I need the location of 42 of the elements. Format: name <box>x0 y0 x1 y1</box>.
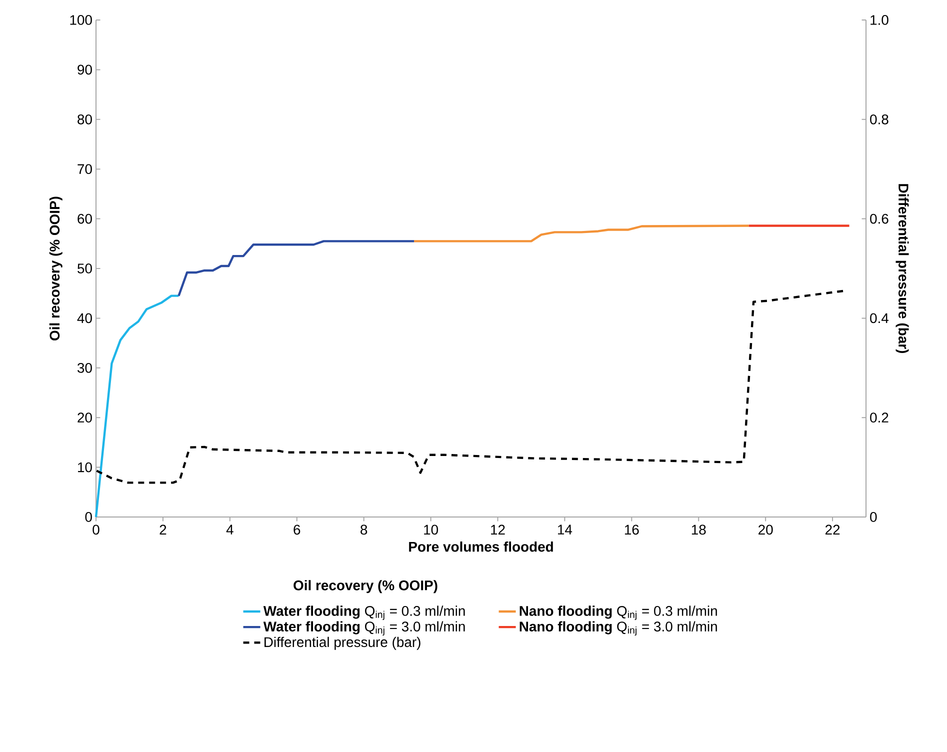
y-tick-label: 60 <box>78 214 92 224</box>
x-tick-label: 18 <box>692 524 706 535</box>
x-tick-label: 14 <box>558 524 572 534</box>
y2-axis-title: Differential pressure (bar) <box>896 184 909 354</box>
y-tick-label: 70 <box>78 164 92 174</box>
y-tick-label: 90 <box>78 64 92 75</box>
y2-tick-label: 0.6 <box>870 214 888 224</box>
x-tick-label: 10 <box>424 524 438 535</box>
x-tick-label: 16 <box>624 524 639 535</box>
x-tick-label: 2 <box>160 524 166 535</box>
legend-title: Oil recovery (% OOIP) <box>294 580 438 594</box>
legend-label: Nano flooding Q$_{inj}$ = 3.0 ml/min <box>520 621 717 636</box>
legend-label: Differential pressure (bar) <box>264 636 420 650</box>
x-axis-title: Pore volumes flooded <box>409 541 553 552</box>
line-series <box>178 240 416 297</box>
y-axis-title: Oil recovery (% OOIP) <box>49 196 62 340</box>
x-tick-label: 8 <box>360 524 368 535</box>
y-tick-label: 10 <box>78 462 92 472</box>
y-tick-label: 100 <box>70 15 92 25</box>
y2-tick-label: 0.4 <box>870 313 889 324</box>
line-series <box>96 290 846 484</box>
y-tick-label: 0 <box>85 512 92 522</box>
line-series <box>94 294 180 518</box>
legend-label: Nano flooding Q$_{inj}$ = 0.3 ml/min <box>520 606 717 620</box>
x-tick-label: 0 <box>92 524 100 535</box>
y-tick-label: 50 <box>78 264 92 274</box>
y2-tick-label: 0 <box>870 512 877 522</box>
legend-label: Water flooding Q$_{inj}$ = 0.3 ml/min <box>263 606 465 620</box>
y-tick-label: 80 <box>78 114 92 124</box>
y-tick-label: 40 <box>77 313 92 324</box>
x-tick-label: 6 <box>294 524 300 535</box>
y2-tick-label: 0.8 <box>870 114 888 124</box>
line-series <box>412 224 750 242</box>
y-tick-label: 20 <box>78 412 92 423</box>
x-tick-label: 22 <box>825 524 840 535</box>
x-tick-label: 20 <box>758 524 773 535</box>
x-tick-label: 4 <box>226 524 234 534</box>
y2-tick-label: 1.0 <box>870 15 888 25</box>
legend-label: Water flooding Q$_{inj}$ = 3.0 ml/min <box>263 621 465 636</box>
y2-tick-label: 0.2 <box>870 412 888 423</box>
x-tick-label: 12 <box>491 524 505 535</box>
y-tick-label: 30 <box>78 362 92 373</box>
